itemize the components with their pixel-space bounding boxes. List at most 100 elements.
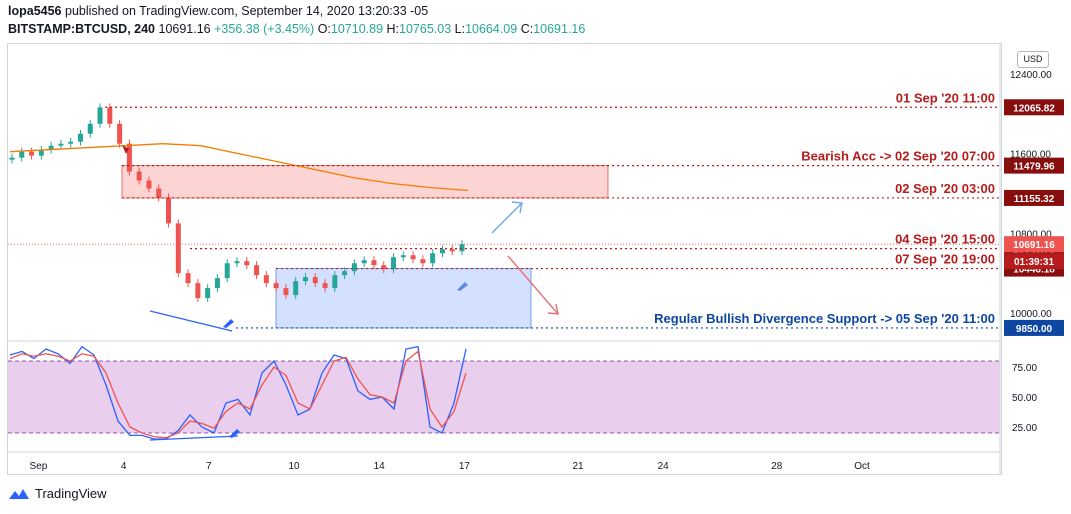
level-label: Bearish Acc -> 02 Sep '20 07:00 [801,149,995,164]
oscillator-band [8,361,1000,433]
candle-body [185,273,191,284]
candle-body [9,157,15,160]
bearish-marker-icon [122,145,129,154]
candle-body [391,257,397,270]
level-price-badge [1004,99,1064,116]
chart-frame [7,43,1002,475]
tradingview-logo[interactable]: TradingView [8,486,107,501]
stoch-k-line [9,345,467,440]
candle-body [351,263,357,272]
candle-body [117,123,123,144]
candle-body [254,265,260,276]
countdown-badge [1004,253,1064,270]
candle-body [400,255,406,258]
candle-body [430,253,436,264]
candle-body [68,141,74,144]
candle-body [342,271,348,276]
publish-text: published on TradingView.com, September … [65,4,429,18]
low-value: 10664.09 [465,22,518,36]
candle-body [175,223,181,274]
divergence-line [149,310,233,332]
candle-body [263,275,269,284]
bullish-range-zone [275,268,532,329]
open-label: O: [317,22,331,36]
rocket-icon [457,282,468,291]
candle-body [283,288,289,296]
candle-body [420,259,426,264]
candle-body [87,123,93,134]
tradingview-icon [9,488,29,499]
candle-body [449,249,455,252]
candle-body [244,261,250,266]
osc-tick-label: 25.00 [1012,423,1037,434]
level-label: 07 Sep '20 19:00 [895,252,995,267]
level-price-badge [1004,157,1064,174]
level-label: 01 Sep '20 11:00 [896,90,995,105]
level-price-text: 11155.32 [1014,194,1055,205]
countdown-text: 01:39:31 [1014,257,1054,268]
level-price-badge [1004,189,1064,206]
level-price-text: 12065.82 [1013,103,1055,114]
candle-body [293,281,299,296]
time-tick-label: 21 [572,461,584,472]
candle-body [302,277,308,282]
up-arrow [491,201,523,234]
candle-body [381,265,387,270]
time-tick-label: 28 [771,461,783,472]
candle-body [459,244,465,252]
candle-body [29,151,35,156]
candle-body [361,260,367,264]
close-label: C: [520,22,534,36]
price-tick-label: 11600.00 [1010,150,1051,161]
candle-body [107,107,113,124]
author: lopa5456 [8,4,62,18]
last-price: 10691.16 [158,22,211,36]
candle-body [136,171,142,181]
level-label: Regular Bullish Divergence Support -> 05… [654,311,995,326]
time-tick-label: 17 [459,461,471,472]
candle-body [322,283,328,289]
level-label: 02 Sep '20 03:00 [895,181,995,196]
publish-info: lopa5456 published on TradingView.com, S… [8,4,428,18]
moving-average-line [9,143,469,192]
time-tick-label: 7 [206,461,212,472]
candle-body [205,288,211,299]
time-tick-label: 10 [288,461,300,472]
low-label: L: [454,22,466,36]
rocket-icon [229,429,240,438]
osc-tick-label: 75.00 [1012,363,1037,374]
level-price-badge [1004,319,1064,336]
candle-body [146,180,152,189]
symbol-info: BITSTAMP:BTCUSD, 240 10691.16 +356.38 (+… [8,22,585,36]
candle-body [58,143,64,146]
high-value: 10765.03 [399,22,452,36]
last-price-badge [1004,236,1064,253]
candle-body [410,255,416,260]
price-change: +356.38 (+3.45%) [214,22,315,36]
close-value: 10691.16 [533,22,586,36]
stoch-d-line [9,350,467,439]
bearish-zone [121,165,609,199]
candle-body [166,197,172,224]
brand-name: TradingView [35,486,107,501]
candle-body [332,275,338,289]
candle-body [48,145,54,150]
price-tick-label: 10800.00 [1010,229,1052,240]
last-price-text: 10691.16 [1013,240,1055,251]
osc-divergence-line [149,435,239,441]
candle-body [195,283,201,299]
rocket-icon [223,319,234,328]
level-price-text: 11479.96 [1013,162,1055,173]
candle-body [214,278,220,289]
candle-body [97,107,103,124]
candle-body [439,249,445,254]
currency-button[interactable]: USD [1017,51,1049,68]
time-tick-label: 4 [121,461,127,472]
candle-body [234,261,240,264]
open-value: 10710.89 [330,22,384,36]
price-tick-label: 10000.00 [1010,309,1052,320]
time-tick-label: Sep [30,461,48,472]
level-price-text: 10446.18 [1013,265,1055,276]
level-price-text: 9850.00 [1016,324,1053,335]
